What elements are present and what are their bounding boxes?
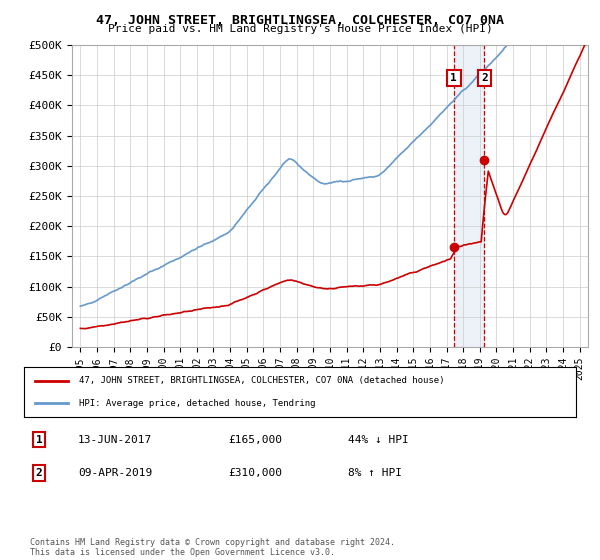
Text: 13-JUN-2017: 13-JUN-2017 — [78, 435, 152, 445]
Bar — [454, 45, 484, 347]
Text: 44% ↓ HPI: 44% ↓ HPI — [348, 435, 409, 445]
Text: Contains HM Land Registry data © Crown copyright and database right 2024.
This d: Contains HM Land Registry data © Crown c… — [30, 538, 395, 557]
Text: 1: 1 — [35, 435, 43, 445]
Text: 09-APR-2019: 09-APR-2019 — [78, 468, 152, 478]
Text: £165,000: £165,000 — [228, 435, 282, 445]
Text: £310,000: £310,000 — [228, 468, 282, 478]
Text: 47, JOHN STREET, BRIGHTLINGSEA, COLCHESTER, CO7 0NA (detached house): 47, JOHN STREET, BRIGHTLINGSEA, COLCHEST… — [79, 376, 445, 385]
Text: 8% ↑ HPI: 8% ↑ HPI — [348, 468, 402, 478]
Text: Price paid vs. HM Land Registry's House Price Index (HPI): Price paid vs. HM Land Registry's House … — [107, 24, 493, 34]
Text: 2: 2 — [35, 468, 43, 478]
Text: HPI: Average price, detached house, Tendring: HPI: Average price, detached house, Tend… — [79, 399, 316, 408]
Text: 1: 1 — [451, 73, 457, 83]
Text: 2: 2 — [481, 73, 488, 83]
Text: 47, JOHN STREET, BRIGHTLINGSEA, COLCHESTER, CO7 0NA: 47, JOHN STREET, BRIGHTLINGSEA, COLCHEST… — [96, 14, 504, 27]
